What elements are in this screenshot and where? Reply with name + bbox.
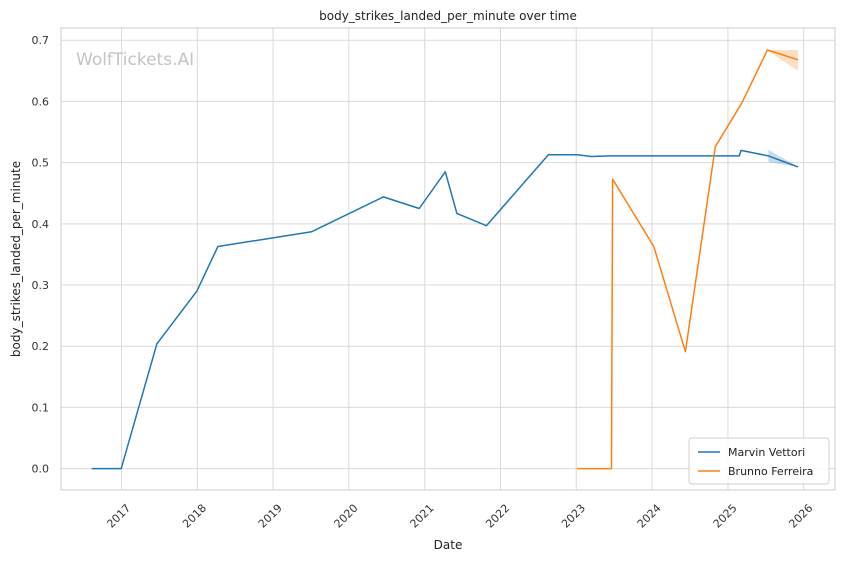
confidence-band	[768, 149, 799, 167]
legend-label-brunno-ferreira: Brunno Ferreira	[728, 465, 813, 478]
x-tick-label: 2025	[711, 502, 740, 531]
y-tick-label: 0.1	[32, 401, 50, 414]
x-tick-label: 2023	[559, 502, 588, 531]
y-tick-labels: 0.0 0.1 0.2 0.3 0.4 0.5 0.6 0.7	[32, 34, 50, 475]
legend-label-marvin-vettori: Marvin Vettori	[728, 446, 805, 459]
y-tick-label: 0.0	[32, 463, 50, 476]
x-tick-label: 2021	[408, 502, 437, 531]
grid	[61, 28, 835, 490]
y-tick-label: 0.7	[32, 34, 50, 47]
x-tick-label: 2018	[180, 502, 209, 531]
x-tick-label: 2024	[635, 502, 664, 531]
y-tick-label: 0.3	[32, 279, 50, 292]
x-axis-title: Date	[434, 538, 463, 552]
series-line-marvin-vettori	[91, 149, 799, 470]
series-line-brunno-ferreira	[577, 49, 799, 470]
chart-title: body_strikes_landed_per_minute over time	[319, 9, 577, 23]
y-axis-title: body_strikes_landed_per_minute	[9, 161, 23, 357]
x-tick-label: 2026	[786, 502, 815, 531]
legend: Marvin Vettori Brunno Ferreira	[688, 437, 830, 485]
x-tick-label: 2020	[332, 502, 361, 531]
series-lines	[91, 49, 799, 470]
x-tick-label: 2019	[256, 502, 285, 531]
x-tick-labels: 2017 2018 2019 2020 2021 2022 2023 2024 2025 2026	[104, 502, 815, 531]
x-tick-label: 2022	[483, 502, 512, 531]
legend-box	[688, 437, 830, 485]
confidence-bands	[767, 50, 799, 167]
x-tick-label: 2017	[104, 502, 133, 531]
watermark-text: WolfTickets.AI	[76, 50, 194, 70]
y-tick-label: 0.2	[32, 340, 50, 353]
y-tick-label: 0.4	[32, 218, 50, 231]
y-tick-label: 0.6	[32, 95, 50, 108]
confidence-band	[767, 50, 799, 71]
plot-frame	[60, 27, 836, 491]
y-tick-label: 0.5	[32, 157, 50, 170]
